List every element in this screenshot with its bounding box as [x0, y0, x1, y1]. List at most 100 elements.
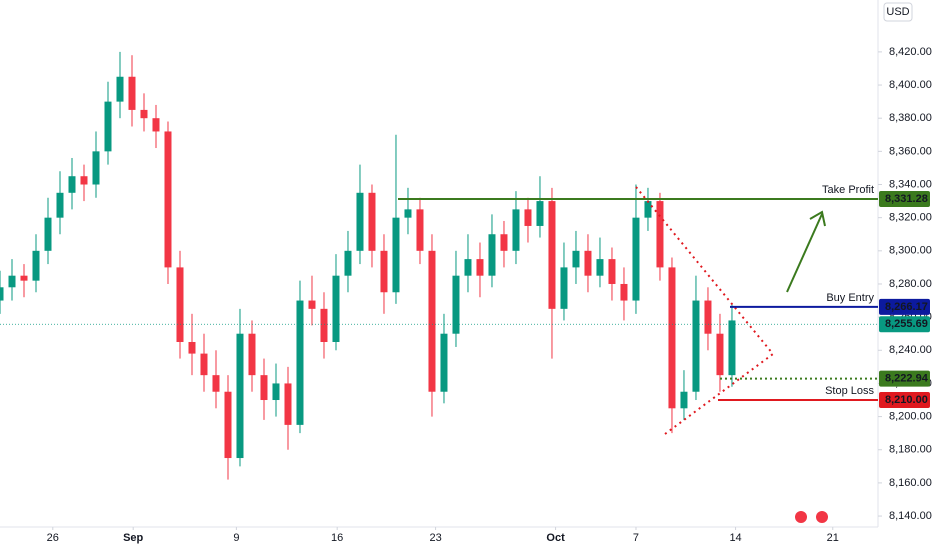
candle-body — [200, 353, 208, 376]
price-tag — [879, 392, 930, 409]
candle-body — [380, 250, 388, 293]
candle-body — [260, 375, 268, 401]
candle-body — [164, 131, 172, 268]
candle-body — [392, 217, 400, 293]
candle-body — [656, 201, 664, 268]
plot — [0, 51, 736, 480]
triangle-upper — [635, 186, 774, 355]
candle-body — [212, 375, 220, 392]
currency-box[interactable] — [883, 2, 913, 22]
flag-icon[interactable] — [816, 511, 828, 523]
price-tag-label: 8,210.00 — [885, 394, 928, 406]
y-tick-label: 8,140.00 — [889, 510, 932, 522]
arrow-shaft — [786, 213, 823, 293]
y-tick-label: 8,340.00 — [889, 178, 932, 190]
candle-body — [500, 234, 508, 251]
candle-body — [680, 391, 688, 409]
candle-body — [620, 283, 628, 301]
candle-body — [692, 300, 700, 392]
candle-body — [8, 275, 16, 288]
candle-body — [44, 217, 52, 251]
price-tag — [879, 190, 930, 207]
candle-body — [452, 275, 460, 334]
candle-body — [32, 250, 40, 281]
y-tick-label: 8,420.00 — [889, 46, 932, 58]
triangle-lower — [664, 353, 774, 435]
y-tick-label: 8,280.00 — [889, 278, 932, 290]
candle-body — [368, 192, 376, 251]
y-tick-label: 8,360.00 — [889, 145, 932, 157]
level-label: Buy Entry — [826, 292, 874, 304]
candle-body — [320, 308, 328, 342]
price-tag-label: 8,266.17 — [885, 301, 928, 313]
candle-body — [176, 267, 184, 342]
y-tick-label: 8,200.00 — [889, 410, 932, 422]
candle-body — [296, 300, 304, 425]
y-tick-label: 8,240.00 — [889, 344, 932, 356]
level-label: Stop Loss — [825, 385, 874, 397]
candle-body — [608, 259, 616, 284]
y-tick-label: 8,300.00 — [889, 245, 932, 257]
candle-body — [188, 341, 196, 354]
y-tick-label: 8,320.00 — [889, 212, 932, 224]
price-tag — [879, 316, 930, 333]
candle-body — [116, 76, 124, 102]
candle-body — [560, 267, 568, 309]
price-tag — [879, 298, 930, 315]
candle-body — [68, 176, 76, 193]
candle-body — [728, 320, 736, 376]
x-tick-label: 26 — [47, 532, 59, 544]
candle-body — [596, 259, 604, 276]
x-tick-label: 9 — [233, 532, 239, 544]
x-tick-label: 14 — [729, 532, 741, 544]
candle-body — [272, 383, 280, 401]
y-tick-label: 8,180.00 — [889, 444, 932, 456]
flags[interactable] — [795, 511, 828, 523]
candle-body — [20, 275, 28, 281]
x-tick-label: 23 — [429, 532, 441, 544]
candle-body — [404, 209, 412, 218]
candle-body — [284, 383, 292, 425]
candle-body — [536, 201, 544, 226]
arrow — [786, 210, 826, 293]
candle-body — [488, 234, 496, 276]
candle-body — [104, 101, 112, 152]
candle-body — [632, 217, 640, 301]
flag-icon[interactable] — [795, 511, 807, 523]
candle-body — [428, 250, 436, 392]
candle-body — [248, 333, 256, 376]
currency: USD — [886, 6, 909, 18]
candle-body — [344, 250, 352, 276]
price-tag — [879, 370, 930, 387]
candle-body — [236, 333, 244, 459]
x-tick-label: 7 — [633, 532, 639, 544]
candle-body — [308, 300, 316, 309]
candle-body — [152, 118, 160, 132]
y-tick-label: 8,380.00 — [889, 112, 932, 124]
price-tag-label: 8,222.94 — [885, 372, 929, 384]
candle-body — [440, 333, 448, 392]
candle-body — [0, 287, 4, 301]
x-tick-label: Oct — [546, 532, 565, 544]
candle-body — [512, 209, 520, 251]
candle-body — [92, 151, 100, 185]
candle-body — [356, 192, 364, 251]
x-tick-label: 21 — [827, 532, 839, 544]
candle-body — [464, 259, 472, 276]
y-tick-label: 8,160.00 — [889, 477, 932, 489]
arrow-head — [809, 210, 826, 227]
candle-body — [140, 109, 148, 119]
candle-body — [716, 333, 724, 376]
candle-body — [476, 259, 484, 276]
candle-body — [704, 300, 712, 334]
candle-body — [224, 391, 232, 459]
candle-body — [572, 250, 580, 268]
candle-body — [416, 209, 424, 251]
price-tag-label: 8,255.69 — [885, 318, 928, 330]
x-tick-label: Sep — [123, 532, 143, 544]
candle-body — [584, 250, 592, 276]
pattern-triangle — [635, 186, 774, 435]
price-tag-label: 8,331.28 — [885, 193, 928, 205]
y-tick-label: 8,400.00 — [889, 79, 932, 91]
